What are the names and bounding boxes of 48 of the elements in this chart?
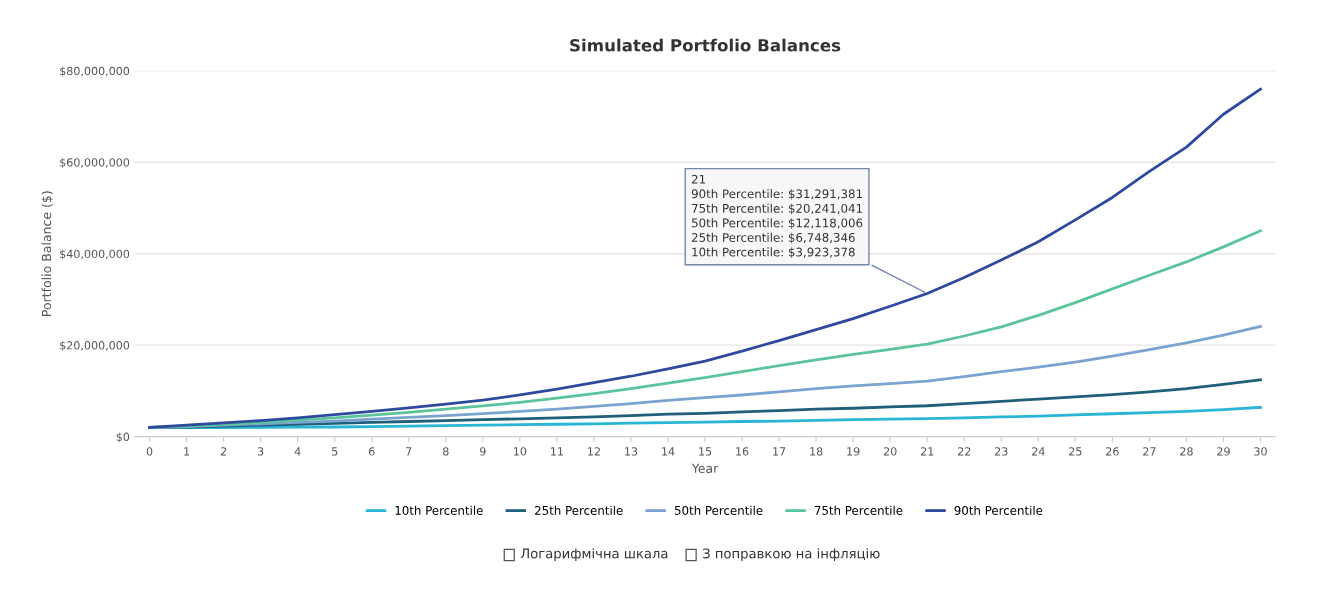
x-tick-label: 0 — [146, 447, 153, 456]
y-tick-label: $20,000,000 — [60, 340, 130, 352]
x-tick-label: 24 — [1032, 447, 1045, 456]
y-tick-label: $0 — [116, 432, 130, 443]
x-tick-label: 18 — [810, 447, 823, 456]
x-tick-label: 26 — [1106, 447, 1119, 456]
y-tick-label: $60,000,000 — [60, 158, 130, 169]
annotation: 21 90th Percentile: $31,291,381 75th Percentile: $20,241,041 50th Percentile: $12,118,006 25th Percentile: $6,748,346 10th Percentile: $3,923,378 — [691, 174, 863, 259]
x-tick-label: 3 — [257, 447, 264, 456]
y-tick-label: $40,000,000 — [60, 249, 130, 260]
x-tick-label: 27 — [1143, 447, 1156, 456]
chart-title: Simulated Portfolio Balances — [570, 38, 841, 52]
x-tick-label: 23 — [995, 447, 1008, 456]
legend-label: 75th Percentile — [814, 505, 903, 515]
text: З поправкою на інфляцію — [703, 548, 880, 561]
legend-label: 50th Percentile — [674, 505, 763, 515]
x-tick-label: 15 — [699, 447, 712, 456]
x-tick-label: 4 — [294, 447, 301, 456]
x-tick-label: 8 — [443, 447, 449, 456]
x-tick-label: 22 — [957, 447, 971, 456]
x-tick-label: 16 — [736, 447, 749, 456]
legend-label: 10th Percentile — [395, 505, 483, 515]
x-tick-label: 21 — [920, 447, 934, 456]
text: Логарифмічна шкала — [520, 548, 668, 561]
x-axis-title: Year — [691, 463, 719, 473]
x-tick-label: 10 — [514, 447, 527, 456]
line-series — [148, 87, 1262, 429]
x-tick-label: 2 — [220, 447, 227, 456]
x-tick-label: 1 — [184, 447, 190, 456]
y-tick-label: $80,000,000 — [60, 66, 130, 77]
x-tick-label: 17 — [773, 447, 786, 456]
x-tick-label: 19 — [847, 447, 860, 456]
y-axis-title: Portfolio Balance ($) — [41, 191, 53, 316]
x-tick-label: 30 — [1254, 447, 1267, 456]
x-tick-label: 20 — [883, 447, 897, 456]
x-tick-label: 5 — [332, 447, 338, 456]
legend-label: 90th Percentile — [954, 505, 1043, 515]
legend-label: 25th Percentile — [535, 505, 623, 515]
x-tick-label: 12 — [588, 447, 600, 456]
x-tick-label: 28 — [1180, 447, 1193, 456]
x-tick-label: 6 — [368, 447, 375, 456]
x-tick-label: 9 — [479, 447, 486, 456]
x-tick-label: 14 — [662, 447, 675, 456]
x-tick-label: 25 — [1069, 447, 1082, 456]
x-tick-label: 13 — [625, 447, 638, 456]
x-tick-label: 7 — [406, 447, 412, 456]
x-tick-label: 11 — [551, 447, 563, 456]
x-tick-label: 29 — [1217, 447, 1230, 456]
